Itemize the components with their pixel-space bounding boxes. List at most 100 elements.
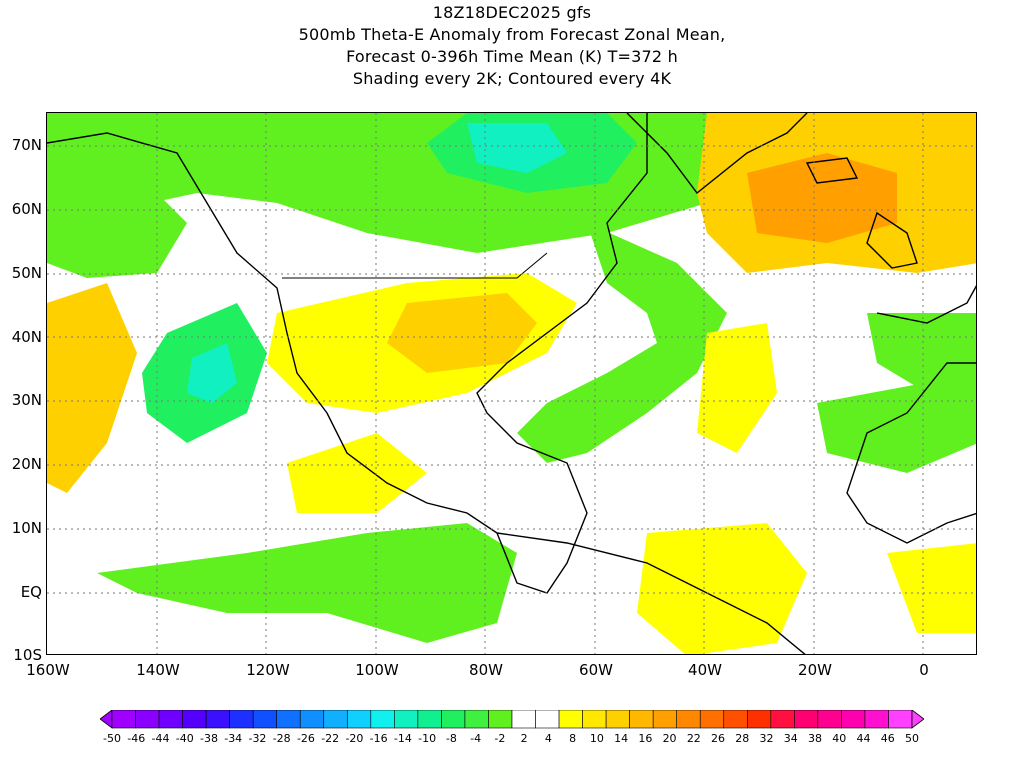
x-tick-label: 80W bbox=[469, 661, 503, 679]
colorbar-tick-label: 46 bbox=[880, 732, 895, 745]
colorbar-tick-label: 14 bbox=[614, 732, 629, 745]
colorbar-swatch bbox=[535, 710, 560, 729]
x-tick-label: 0 bbox=[919, 661, 929, 679]
y-tick-label: 70N bbox=[11, 136, 42, 154]
x-tick-label: 160W bbox=[26, 661, 70, 679]
anomaly-orange-iceland-core bbox=[747, 153, 897, 243]
colorbar-tick-label: 26 bbox=[711, 732, 726, 745]
x-tick-label: 100W bbox=[355, 661, 399, 679]
colorbar-swatch bbox=[464, 710, 489, 729]
colorbar-tick-label: 10 bbox=[589, 732, 604, 745]
colorbar-tick-label: -20 bbox=[345, 732, 364, 745]
colorbar-swatch bbox=[205, 710, 230, 729]
y-tick-label: 50N bbox=[11, 264, 42, 282]
colorbar-tick-label: 44 bbox=[856, 732, 871, 745]
coastline-europe bbox=[876, 285, 976, 324]
anomaly-yellow-westpac bbox=[47, 283, 137, 493]
colorbar-tick-label: 34 bbox=[783, 732, 798, 745]
colorbar-arrow-right bbox=[911, 710, 924, 729]
anomaly-yellow-eafrica bbox=[887, 543, 976, 633]
colorbar-tick-label: -14 bbox=[393, 732, 412, 745]
y-tick-label: 40N bbox=[11, 328, 42, 346]
colorbar-swatch bbox=[135, 710, 160, 729]
anomaly-green-alaska bbox=[47, 173, 187, 278]
figure-title: 18Z18DEC2025 gfs 500mb Theta-E Anomaly f… bbox=[0, 2, 1024, 90]
colorbar-tick-label: 28 bbox=[735, 732, 750, 745]
colorbar-tick-label: 2 bbox=[520, 732, 528, 745]
colorbar bbox=[100, 710, 924, 729]
colorbar-tick-label: -2 bbox=[494, 732, 506, 745]
anomaly-green-pacific-core bbox=[187, 343, 237, 403]
colorbar-tick-label: -4 bbox=[470, 732, 482, 745]
colorbar-tick-label: -34 bbox=[224, 732, 243, 745]
colorbar-swatch bbox=[276, 710, 301, 729]
anomaly-green-eq-pacific bbox=[97, 523, 517, 643]
colorbar-tick-label: -46 bbox=[127, 732, 146, 745]
colorbar-tick-label: 4 bbox=[544, 732, 552, 745]
anomaly-orange-us-east bbox=[387, 293, 537, 373]
anomaly-green-arctic-core bbox=[467, 123, 567, 173]
y-tick-label: EQ bbox=[20, 583, 42, 601]
coastline-uk bbox=[866, 211, 918, 269]
colorbar-swatch bbox=[746, 710, 772, 729]
colorbar-tick-label: -44 bbox=[151, 732, 170, 745]
y-tick-label: 10S bbox=[13, 646, 42, 664]
us-border bbox=[282, 252, 548, 279]
colorbar-tick-label: 20 bbox=[662, 732, 677, 745]
colorbar-swatch bbox=[841, 710, 866, 729]
colorbar-tick-label: 32 bbox=[759, 732, 774, 745]
colorbar-swatch bbox=[770, 710, 795, 729]
colorbar-swatch bbox=[676, 710, 701, 729]
colorbar-tick-label: 16 bbox=[638, 732, 653, 745]
colorbar-swatch bbox=[158, 710, 183, 729]
coastline-africa bbox=[846, 362, 976, 544]
colorbar-swatch bbox=[441, 710, 466, 729]
colorbar-swatch bbox=[511, 710, 536, 729]
coastline-north-america bbox=[47, 113, 648, 594]
map-grid bbox=[47, 113, 976, 654]
colorbar-swatch bbox=[299, 710, 325, 729]
colorbar-tick-label: -40 bbox=[175, 732, 194, 745]
title-line-2: 500mb Theta-E Anomaly from Forecast Zona… bbox=[298, 25, 726, 44]
title-line-1: 18Z18DEC2025 gfs bbox=[432, 3, 592, 22]
title-line-4: Shading every 2K; Contoured every 4K bbox=[352, 69, 672, 88]
colorbar-swatch bbox=[323, 710, 348, 729]
colorbar-swatch bbox=[346, 710, 372, 729]
colorbar-tick-label: -50 bbox=[103, 732, 121, 745]
colorbar-tick-label: 22 bbox=[686, 732, 701, 745]
title-line-3: Forecast 0-396h Time Mean (K) T=372 h bbox=[346, 47, 678, 66]
y-tick-label: 20N bbox=[11, 455, 42, 473]
x-tick-label: 20W bbox=[798, 661, 832, 679]
x-tick-label: 140W bbox=[136, 661, 180, 679]
colorbar-swatch bbox=[488, 710, 513, 729]
colorbar-tick-label: -32 bbox=[248, 732, 267, 745]
colorbar-tick-label: -16 bbox=[369, 732, 388, 745]
colorbar-tick-label: -22 bbox=[321, 732, 340, 745]
colorbar-tick-label: 8 bbox=[569, 732, 577, 745]
anomaly-yellow-midatlantic bbox=[697, 323, 777, 453]
colorbar-swatch bbox=[394, 710, 419, 729]
colorbar-swatch bbox=[252, 710, 278, 729]
map-canvas bbox=[47, 113, 976, 654]
colorbar-tick-label: -26 bbox=[296, 732, 315, 745]
anomaly-green-nafrica bbox=[817, 373, 976, 473]
anomaly-green-iberia bbox=[867, 313, 976, 393]
colorbar-swatch bbox=[629, 710, 654, 729]
colorbar-swatch bbox=[864, 710, 889, 729]
colorbar-tick-label: 50 bbox=[905, 732, 919, 745]
colorbar-swatch bbox=[699, 710, 725, 729]
colorbar-tick-label: -28 bbox=[272, 732, 291, 745]
anomaly-yellow-tropics bbox=[287, 433, 427, 513]
colorbar-tick-label: -8 bbox=[445, 732, 457, 745]
colorbar-swatch bbox=[558, 710, 583, 729]
colorbar-swatch bbox=[794, 710, 819, 729]
colorbar-swatch bbox=[605, 710, 630, 729]
colorbar-swatch bbox=[229, 710, 254, 729]
map-plot-area bbox=[46, 112, 977, 655]
colorbar-tick-label: 40 bbox=[832, 732, 847, 745]
colorbar-swatch bbox=[111, 710, 136, 729]
colorbar-swatch bbox=[582, 710, 607, 729]
x-tick-label: 40W bbox=[688, 661, 722, 679]
colorbar-arrow-left bbox=[100, 710, 113, 729]
colorbar-tick-label: 38 bbox=[808, 732, 823, 745]
